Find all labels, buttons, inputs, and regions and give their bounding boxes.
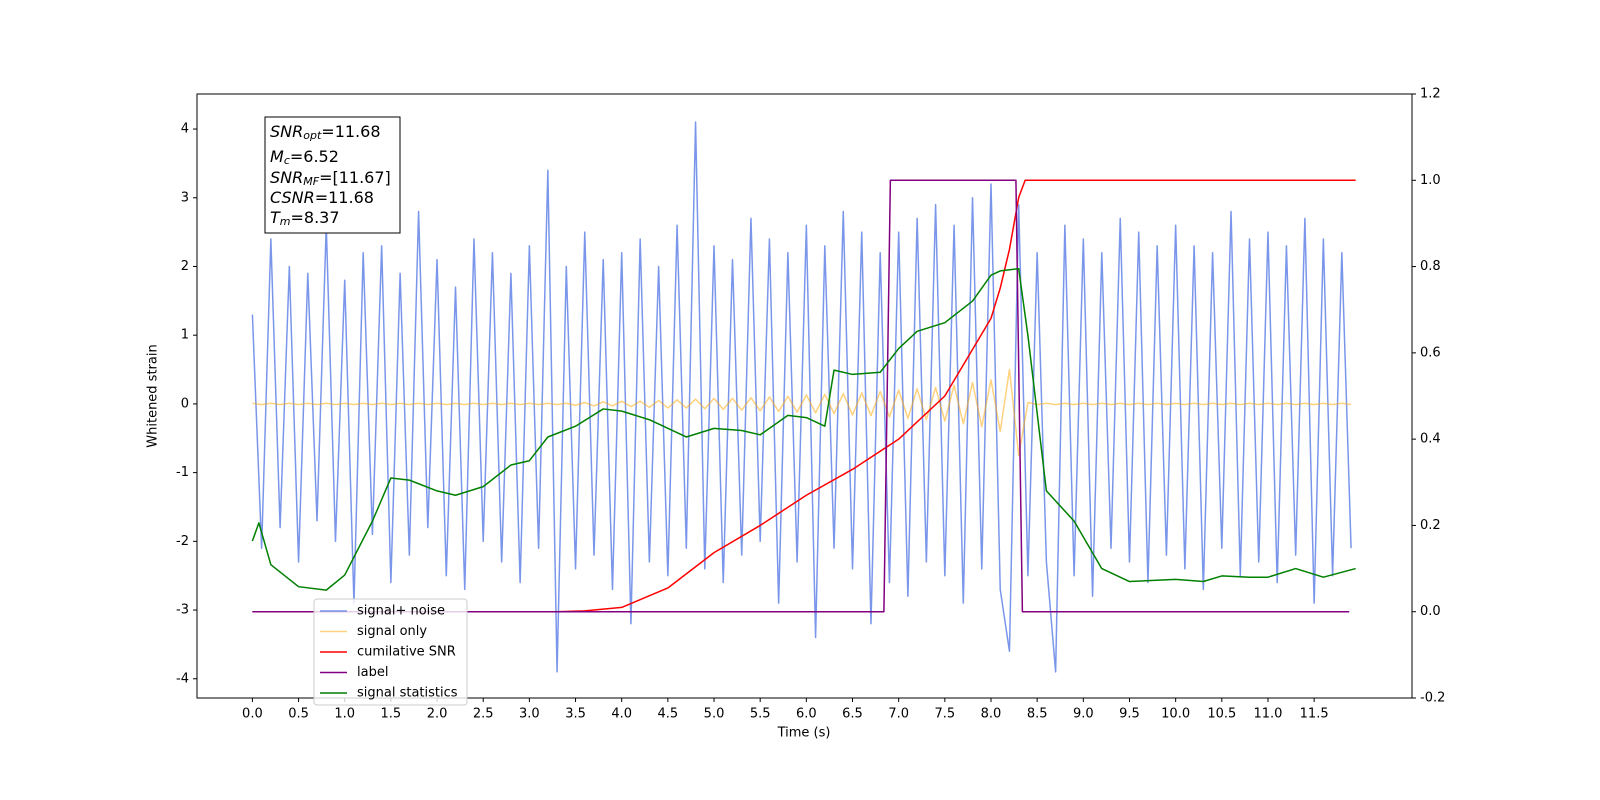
y-tick-label: 2	[181, 259, 189, 274]
legend-box	[313, 598, 468, 706]
y-tick-label: 1	[181, 328, 189, 343]
x-tick-label: 5.0	[704, 707, 725, 722]
annotation-value: =8.37	[291, 208, 340, 227]
x-tick-label: 2.0	[427, 707, 448, 722]
y-tick-label: -3	[176, 603, 189, 618]
annotation-symbol: CSNR	[270, 188, 315, 207]
annotation-value: =11.68	[321, 122, 380, 141]
x-tick-label: 3.5	[565, 707, 586, 722]
series-line	[252, 179, 1350, 613]
annotation-symbol: T	[270, 208, 281, 227]
x-axis-label: Time (s)	[777, 726, 831, 741]
annotation-subscript: m	[280, 215, 291, 228]
x-tick-label: 11.5	[1300, 707, 1329, 722]
series-line	[252, 179, 1356, 613]
x-tick-label: 4.5	[658, 707, 679, 722]
annotation: SNRopt=11.68Mc=6.52SNRMF=[11.67]CSNR=11.…	[264, 116, 401, 234]
series-line	[251, 267, 1356, 591]
annotation-subscript: opt	[303, 129, 322, 142]
x-tick-label: 9.0	[1073, 707, 1094, 722]
legend: signal+ noise signal only cumilative SNR la…	[313, 598, 468, 706]
y2-tick-label: 1.0	[1420, 173, 1441, 188]
y2-tick-label: 0.4	[1420, 432, 1441, 447]
x-tick-label: 10.5	[1207, 707, 1236, 722]
x-tick-label: 6.0	[796, 707, 817, 722]
y2-tick-label: -0.2	[1420, 691, 1445, 706]
y-axis-label: Whitened strain	[146, 344, 161, 447]
x-tick-label: 7.0	[888, 707, 909, 722]
legend-label: label	[357, 665, 388, 680]
annotation-line: Tm=8.37	[270, 208, 340, 229]
annotation-subscript: MF	[303, 175, 319, 188]
annotation-line: SNRMF=[11.67]	[270, 168, 391, 189]
series-line	[251, 121, 1352, 673]
x-tick-label: 8.0	[981, 707, 1002, 722]
x-tick-label: 1.0	[334, 707, 355, 722]
plot-frame	[196, 93, 1413, 699]
x-tick-label: 10.0	[1161, 707, 1190, 722]
y2-tick-label: 0.0	[1420, 604, 1441, 619]
annotation-symbol: M	[270, 147, 284, 166]
y-tick-label: -4	[176, 671, 189, 686]
annotation-value: =11.68	[315, 188, 374, 207]
annotation-line: Mc=6.52	[270, 147, 339, 168]
series-line	[252, 368, 1352, 457]
annotation-value: =6.52	[290, 147, 339, 166]
y2-tick-label: 0.6	[1420, 345, 1441, 360]
x-tick-label: 3.0	[519, 707, 540, 722]
y2-tick-label: 0.2	[1420, 518, 1441, 533]
y-tick-label: 3	[181, 190, 189, 205]
y2-tick-label: 0.8	[1420, 259, 1441, 274]
x-tick-label: 8.5	[1027, 707, 1048, 722]
x-tick-label: 0.5	[288, 707, 309, 722]
annotation-value: =[11.67]	[319, 168, 391, 187]
annotation-subscript: c	[284, 154, 290, 167]
x-tick-label: 2.5	[473, 707, 494, 722]
y-tick-label: 4	[181, 122, 189, 137]
annotation-line: SNRopt=11.68	[270, 122, 381, 143]
y-tick-label: -2	[176, 534, 189, 549]
annotation-line: CSNR=11.68	[270, 188, 374, 207]
legend-label: signal only	[357, 624, 427, 639]
annotation-box	[264, 116, 401, 234]
annotation-symbol: SNR	[270, 168, 303, 187]
legend-label: cumilative SNR	[357, 645, 456, 660]
x-tick-label: 11.0	[1253, 707, 1282, 722]
legend-label: signal statistics	[357, 686, 458, 701]
x-tick-label: 9.5	[1119, 707, 1140, 722]
x-tick-label: 7.5	[934, 707, 955, 722]
x-tick-label: 5.5	[750, 707, 771, 722]
annotation-symbol: SNR	[270, 122, 303, 141]
legend-label: signal+ noise	[357, 604, 445, 619]
y-tick-label: -1	[176, 465, 189, 480]
y-tick-label: 0	[181, 396, 189, 411]
x-tick-label: 4.0	[611, 707, 632, 722]
y2-tick-label: 1.2	[1420, 87, 1441, 102]
x-tick-label: 6.5	[842, 707, 863, 722]
x-tick-label: 0.0	[242, 707, 263, 722]
x-tick-label: 1.5	[381, 707, 402, 722]
